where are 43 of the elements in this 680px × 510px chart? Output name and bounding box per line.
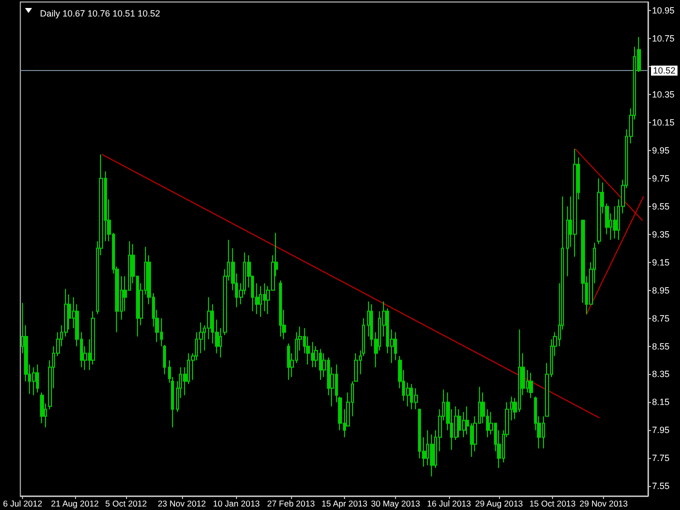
y-tick-label: 8.75 (652, 313, 670, 324)
candlestick (430, 434, 434, 477)
candlestick (573, 148, 577, 258)
y-tick-label: 9.75 (652, 173, 670, 184)
candlestick (36, 364, 39, 393)
y-tick-label: 8.15 (652, 397, 670, 408)
y-tick-label: 10.35 (652, 89, 675, 100)
candlestick (279, 280, 282, 337)
y-tick-label: 7.75 (652, 453, 670, 464)
x-tick-label: 5 Oct 2012 (105, 498, 148, 508)
y-tick-label: 8.35 (652, 369, 670, 380)
candlestick (259, 286, 262, 318)
y-tick-label: 7.95 (652, 425, 670, 436)
candlestick (32, 366, 36, 396)
y-tick-label: 9.95 (652, 145, 670, 156)
y-tick-label: 9.35 (652, 229, 670, 240)
text: Daily 10.67 10.76 10.51 10.52 (40, 8, 160, 18)
y-tick-label: 10.95 (652, 5, 675, 16)
candlestick (597, 178, 601, 245)
x-tick-label: 29 Aug 2013 (475, 498, 524, 508)
candlestick (529, 372, 533, 399)
candlestick (414, 388, 418, 410)
y-tick-label: 8.95 (652, 285, 670, 296)
candlestick (287, 342, 290, 380)
x-tick-label: 30 May 2013 (370, 498, 420, 508)
x-tick-label: 29 Nov 2013 (580, 498, 628, 508)
x-tick-label: 15 Oct 2013 (529, 498, 576, 508)
x-tick-label: 27 Feb 2013 (267, 498, 316, 508)
x-tick-label: 15 Apr 2013 (321, 498, 368, 508)
x-tick-label: 16 Jul 2013 (427, 498, 472, 508)
y-tick-label: 10.15 (652, 117, 675, 128)
x-tick-label: 6 Jul 2012 (2, 498, 42, 508)
candlestick (394, 332, 397, 361)
candlestick (40, 392, 44, 424)
ref-line-label: 10.52 (653, 66, 676, 76)
y-tick-label: 9.55 (652, 201, 670, 212)
y-tick-label: 7.55 (652, 481, 670, 492)
y-tick-label: 10.75 (652, 33, 675, 44)
x-tick-label: 23 Nov 2012 (158, 498, 206, 508)
x-tick-label: 21 Aug 2012 (51, 498, 100, 508)
x-tick-label: 10 Jan 2013 (212, 498, 260, 508)
y-tick-label: 8.55 (652, 341, 670, 352)
y-tick-label: 9.15 (652, 257, 670, 268)
